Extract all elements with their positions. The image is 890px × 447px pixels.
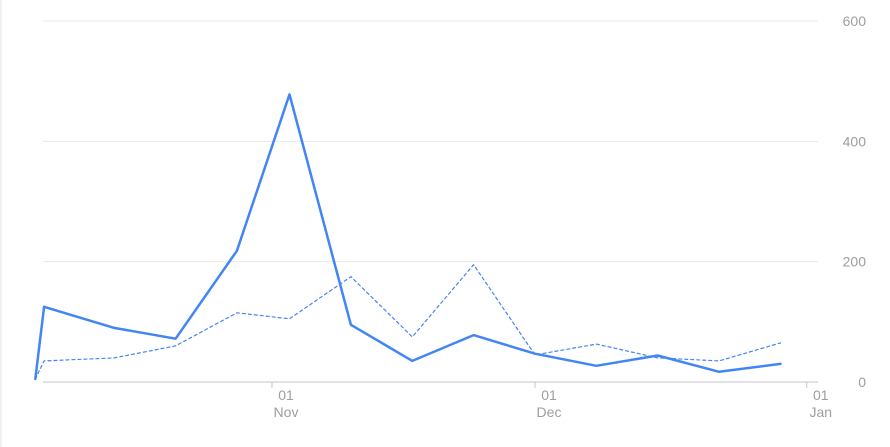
solid-series-line [34, 93, 782, 381]
y-tick-label-200: 200 [843, 254, 867, 270]
y-tick-label-600: 600 [843, 13, 867, 29]
y-axis: 600 400 200 0 [843, 13, 867, 390]
series-group [34, 93, 782, 381]
grid [43, 20, 818, 383]
y-tick-label-0: 0 [858, 374, 866, 390]
x-tick-day-0: 01 [278, 387, 294, 403]
dashed-series-line [34, 264, 782, 380]
x-tick-month-0: Nov [274, 404, 299, 420]
x-tick-day-1: 01 [541, 387, 557, 403]
x-tick-month-1: Dec [537, 404, 562, 420]
y-tick-label-400: 400 [843, 133, 867, 149]
x-tick-day-2: 01 [813, 387, 829, 403]
x-tick-month-2: Jan [809, 404, 832, 420]
